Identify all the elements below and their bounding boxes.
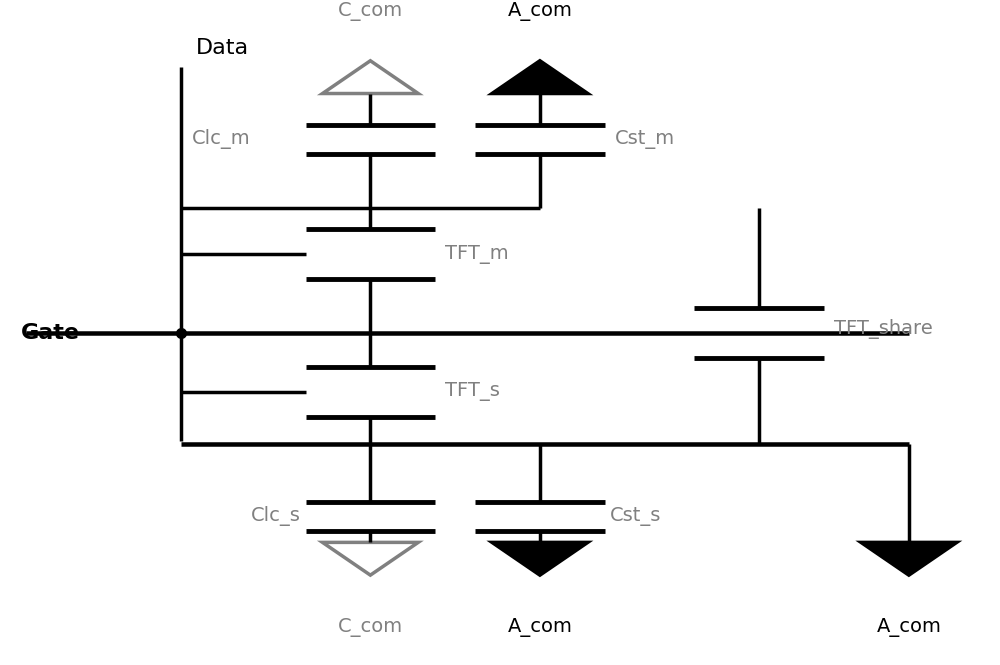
Text: C_com: C_com bbox=[338, 2, 403, 21]
Text: Cst_m: Cst_m bbox=[615, 130, 675, 149]
Text: TFT_m: TFT_m bbox=[445, 245, 509, 263]
Text: TFT_s: TFT_s bbox=[445, 382, 500, 401]
Text: Cst_s: Cst_s bbox=[610, 507, 661, 525]
Text: Clc_s: Clc_s bbox=[251, 506, 301, 526]
Text: TFT_share: TFT_share bbox=[834, 319, 933, 339]
Polygon shape bbox=[492, 543, 588, 575]
Text: Gate: Gate bbox=[21, 323, 80, 342]
Polygon shape bbox=[492, 61, 588, 94]
Text: Clc_m: Clc_m bbox=[192, 130, 251, 150]
Polygon shape bbox=[861, 543, 957, 575]
Text: C_com: C_com bbox=[338, 618, 403, 637]
Text: Data: Data bbox=[196, 38, 249, 58]
Text: A_com: A_com bbox=[876, 618, 941, 637]
Text: A_com: A_com bbox=[507, 618, 572, 637]
Text: A_com: A_com bbox=[507, 2, 572, 21]
